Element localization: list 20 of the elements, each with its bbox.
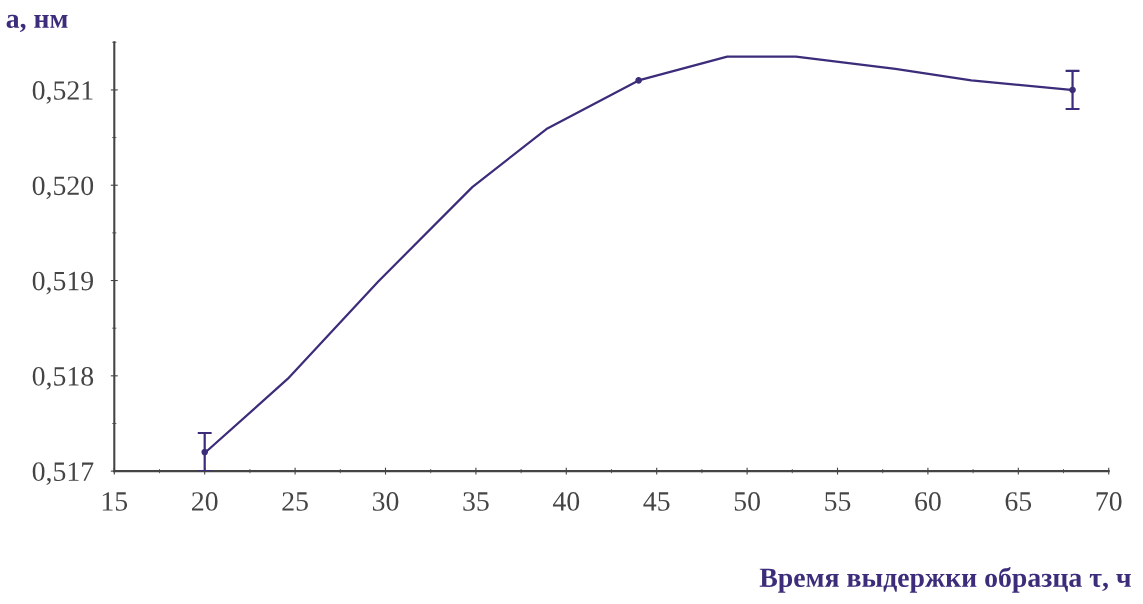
y-tick-label: 0,520 bbox=[32, 176, 94, 200]
x-tick-label: 50 bbox=[734, 492, 760, 511]
point bbox=[635, 77, 642, 84]
y-tick-label: 0,521 bbox=[32, 81, 93, 104]
x-tick-label: 35 bbox=[463, 492, 489, 511]
x-tick-label: 60 bbox=[915, 492, 941, 511]
x-tick-label: 70 bbox=[1096, 492, 1122, 511]
x-tick-label: 55 bbox=[825, 492, 851, 511]
x-tick-label: 45 bbox=[643, 492, 670, 511]
y-tick-label: 0,518 bbox=[32, 366, 94, 390]
x-tick-label: 65 bbox=[1005, 492, 1032, 511]
y-tick-label: 0,517 bbox=[32, 462, 94, 486]
x-tick-label: 15 bbox=[102, 492, 128, 511]
y-tick-label: 0,519 bbox=[32, 271, 94, 295]
y-axis-title: a, нм bbox=[6, 14, 68, 33]
x-tick-label: 40 bbox=[552, 492, 580, 511]
x-tick-label: 20 bbox=[192, 492, 218, 511]
x-tick-label: 30 bbox=[372, 492, 399, 511]
x-axis-title: Время выдержки образца τ, ч bbox=[759, 566, 1131, 593]
x-tick-label: 25 bbox=[282, 492, 308, 511]
